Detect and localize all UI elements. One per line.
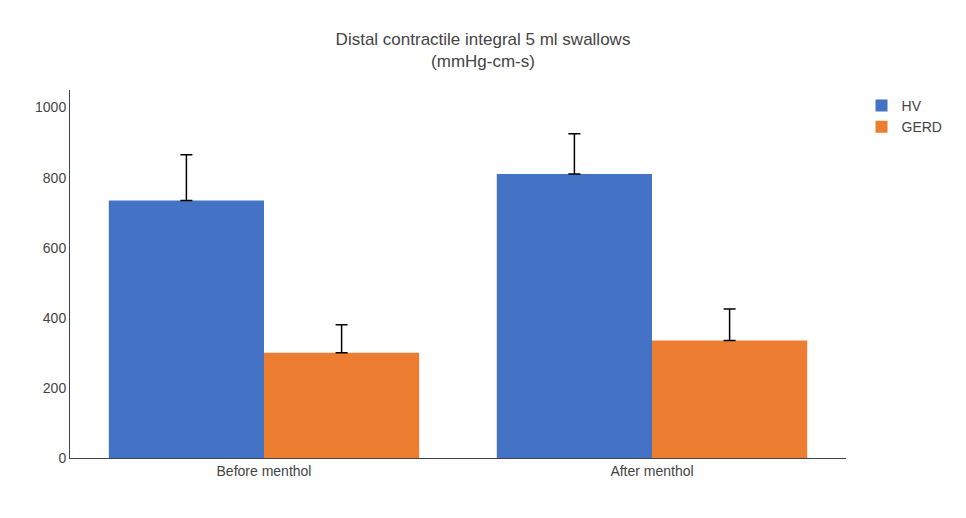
svg-text:600: 600 — [43, 240, 67, 256]
svg-text:HV: HV — [902, 98, 922, 114]
svg-text:Distal contractile integral 5: Distal contractile integral 5 ml swallow… — [336, 30, 631, 71]
svg-text:200: 200 — [43, 380, 67, 396]
svg-text:1000: 1000 — [35, 99, 66, 115]
svg-text:After menthol: After menthol — [610, 463, 693, 479]
svg-text:400: 400 — [43, 310, 67, 326]
svg-text:800: 800 — [43, 170, 67, 186]
svg-text:0: 0 — [58, 450, 66, 466]
svg-text:Before menthol: Before menthol — [217, 463, 312, 479]
svg-text:GERD: GERD — [902, 119, 942, 135]
